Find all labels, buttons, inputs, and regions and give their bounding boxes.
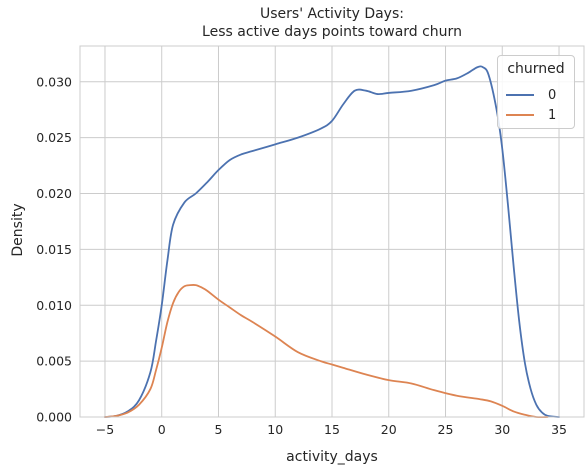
x-tick-label: 0 <box>158 422 166 437</box>
y-tick-label: 0.015 <box>36 242 72 257</box>
series-line-1 <box>104 284 549 419</box>
y-tick-label: 0.000 <box>36 410 72 425</box>
legend-title: churned <box>507 61 565 77</box>
legend-label-1: 1 <box>548 107 557 123</box>
x-tick-label: 15 <box>324 422 340 437</box>
x-tick-label: 5 <box>215 422 223 437</box>
legend: churned 0 1 <box>497 55 575 129</box>
x-tick-label: 35 <box>551 422 567 437</box>
y-tick-label: 0.020 <box>36 186 72 201</box>
y-tick-label: 0.005 <box>36 354 72 369</box>
x-tick-label: 20 <box>381 422 397 437</box>
grid <box>80 46 584 418</box>
legend-swatch-1 <box>506 114 534 116</box>
plot-frame <box>79 45 585 418</box>
legend-swatch-0 <box>506 94 534 96</box>
x-tick-label: 10 <box>267 422 283 437</box>
chart-title: Users' Activity Days: <box>260 6 404 22</box>
legend-entry-0: 0 <box>506 86 556 104</box>
legend-label-0: 0 <box>548 87 557 103</box>
y-axis-label: Density <box>10 203 26 257</box>
legend-entry-1: 1 <box>506 106 556 124</box>
series-line-0 <box>104 65 560 418</box>
x-tick-label: 25 <box>438 422 454 437</box>
y-tick-label: 0.010 <box>36 298 72 313</box>
y-tick-label: 0.025 <box>36 130 72 145</box>
x-tick-label: −5 <box>96 422 114 437</box>
series-layer <box>104 65 560 419</box>
chart-subtitle: Less active days points toward churn <box>202 24 462 40</box>
tick-labels: −5 0 5 10 15 20 25 30 350.0000.0050.0100.0150.02… <box>36 74 567 437</box>
x-axis-label: activity_days <box>286 449 378 465</box>
y-tick-label: 0.030 <box>36 74 72 89</box>
x-tick-label: 30 <box>494 422 510 437</box>
